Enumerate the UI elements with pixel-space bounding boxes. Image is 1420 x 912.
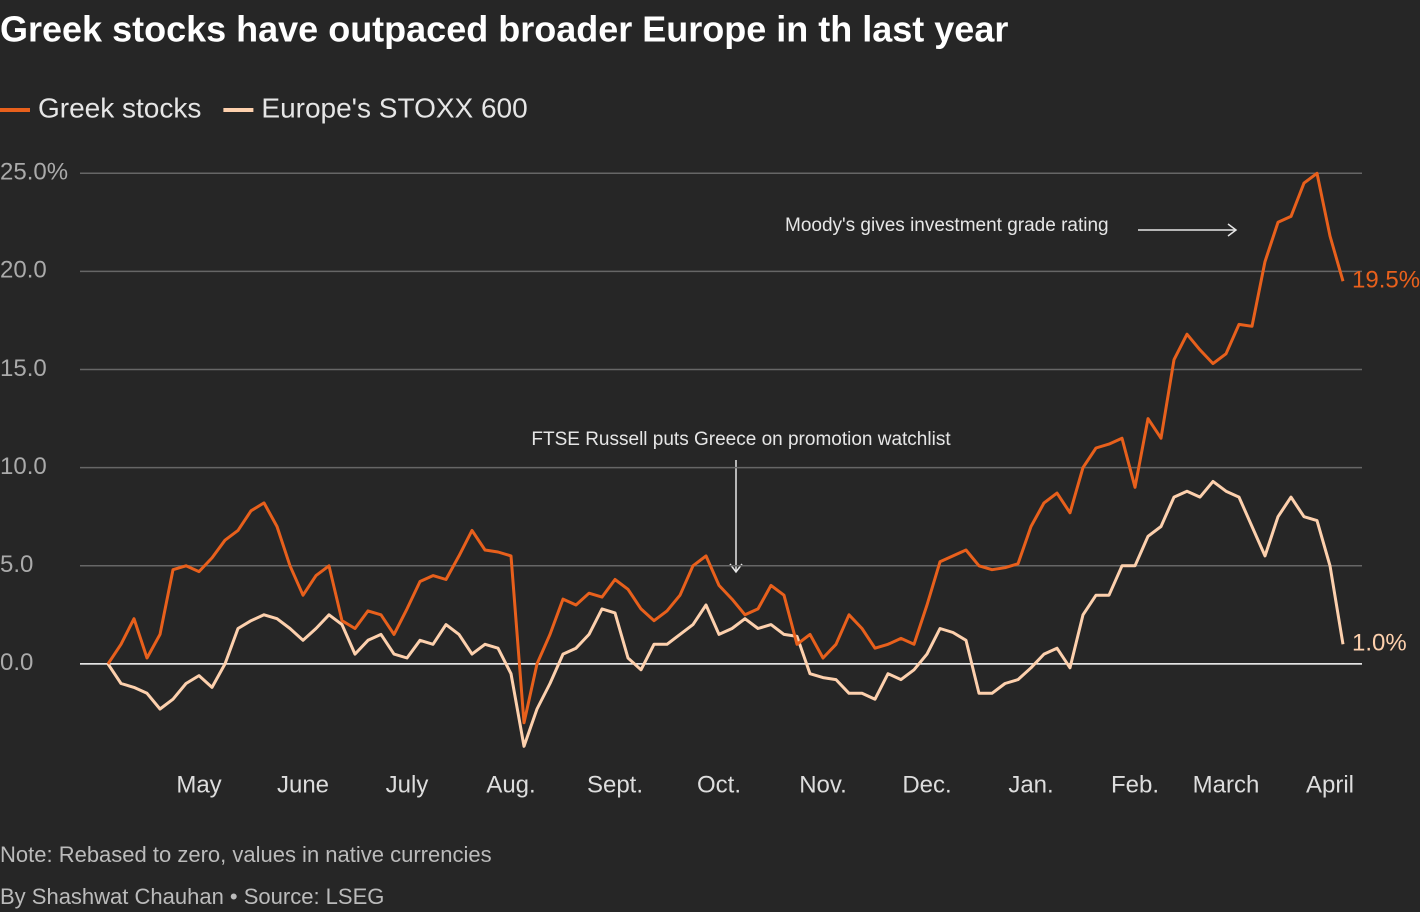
annotation: Moody's gives investment grade rating [785, 215, 1109, 236]
x-tick-label: Aug. [486, 771, 535, 798]
x-tick-label: May [176, 771, 221, 798]
legend-label: Greek stocks [38, 92, 201, 123]
y-tick-label: 15.0 [0, 355, 47, 382]
y-tick-label: 0.0 [0, 649, 33, 676]
series-line [106, 171, 1345, 725]
x-tick-label: Sept. [587, 771, 643, 798]
y-tick-label: 25.0% [0, 159, 68, 186]
chart-title: Greek stocks have outpaced broader Europ… [0, 9, 1008, 50]
note: Note: Rebased to zero, values in native … [0, 842, 492, 867]
series-line [106, 479, 1345, 748]
y-tick-label: 10.0 [0, 453, 47, 480]
x-tick-label: Dec. [902, 771, 951, 798]
x-tick-label: Oct. [697, 771, 741, 798]
annotation-arrow-head [729, 563, 743, 574]
x-tick-label: June [277, 771, 329, 798]
x-tick-label: March [1193, 771, 1260, 798]
annotation: FTSE Russell puts Greece on promotion wa… [531, 429, 951, 450]
source: By Shashwat Chauhan • Source: LSEG [0, 884, 384, 909]
y-tick-label: 20.0 [0, 257, 47, 284]
y-tick-label: 5.0 [0, 551, 33, 578]
x-tick-label: Nov. [799, 771, 847, 798]
legend-label: Europe's STOXX 600 [261, 92, 527, 123]
x-tick-label: April [1306, 771, 1354, 798]
x-tick-label: Feb. [1111, 771, 1159, 798]
x-tick-label: July [386, 771, 429, 798]
end-label: 1.0% [1352, 630, 1407, 657]
end-label: 19.5% [1352, 267, 1420, 294]
x-tick-label: Jan. [1008, 771, 1053, 798]
annotation-arrow-head [1227, 223, 1238, 237]
